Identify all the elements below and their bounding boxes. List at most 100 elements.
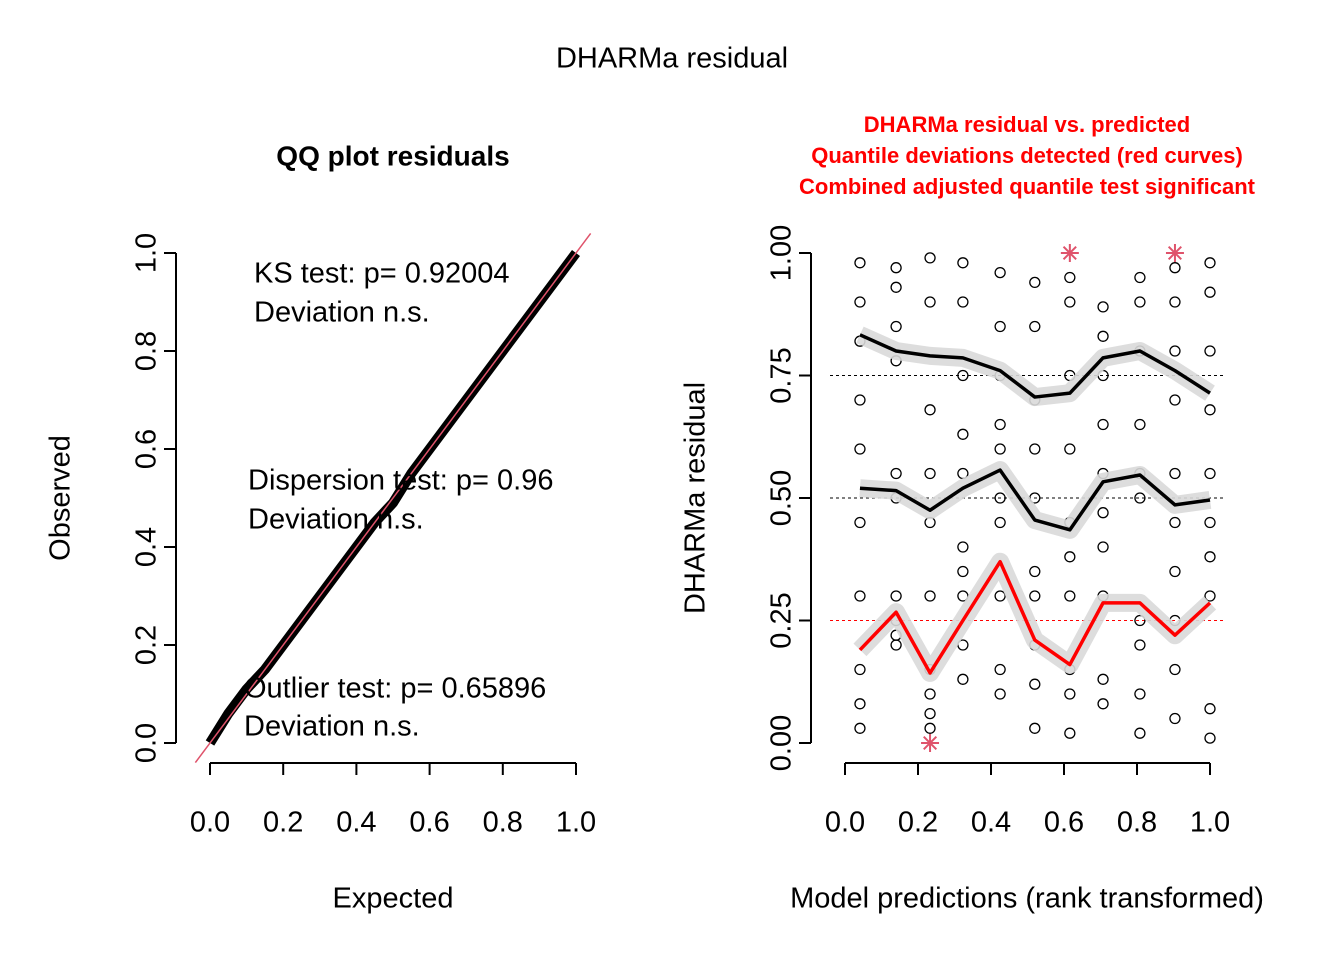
x-tick-label: 0.0 bbox=[825, 807, 865, 839]
residual-point bbox=[1097, 301, 1109, 313]
residual-point bbox=[1097, 507, 1109, 519]
residual-point bbox=[924, 590, 936, 602]
x-tick-label: 1.0 bbox=[556, 807, 596, 839]
residual-point bbox=[994, 443, 1006, 455]
residual-point bbox=[854, 722, 866, 734]
quantile-line bbox=[859, 333, 1211, 399]
y-tick-label: 0.4 bbox=[131, 527, 163, 567]
annotation: Dispersion test: p= 0.96 bbox=[248, 465, 553, 497]
chart-title: Combined adjusted quantile test signific… bbox=[799, 174, 1256, 199]
residual-point bbox=[1134, 688, 1146, 700]
residual-point bbox=[890, 281, 902, 293]
residual-point bbox=[1204, 345, 1216, 357]
residual-point bbox=[924, 252, 936, 264]
residual-point bbox=[994, 266, 1006, 279]
y-tick-label: 1.0 bbox=[131, 233, 163, 273]
residual-point bbox=[1204, 732, 1216, 744]
residual-point bbox=[994, 516, 1006, 529]
residual-point bbox=[1029, 320, 1041, 333]
residual-point bbox=[994, 688, 1006, 700]
residual-point bbox=[854, 394, 866, 406]
residual-point bbox=[1169, 712, 1181, 725]
residual-point bbox=[1169, 516, 1181, 529]
residual-point bbox=[994, 663, 1006, 676]
residual-point bbox=[1169, 663, 1181, 676]
residual-point bbox=[854, 296, 866, 308]
outlier bbox=[1060, 244, 1079, 262]
residual-point bbox=[1169, 565, 1181, 578]
annotation: Deviation n.s. bbox=[254, 297, 430, 329]
x-tick-label: 0.6 bbox=[409, 807, 449, 839]
residual-point bbox=[890, 262, 902, 274]
residual-point bbox=[1134, 271, 1146, 284]
x-axis-label: Expected bbox=[333, 883, 454, 915]
residual-point bbox=[1204, 590, 1216, 602]
residual-point bbox=[924, 296, 936, 308]
residual-point bbox=[1204, 516, 1216, 529]
chart-title: DHARMa residual vs. predicted bbox=[864, 112, 1190, 137]
residual-point bbox=[924, 467, 936, 480]
residual-point bbox=[1169, 296, 1181, 308]
residual-point bbox=[854, 663, 866, 676]
y-tick-label: 0.00 bbox=[766, 715, 798, 771]
chart-title: Quantile deviations detected (red curves… bbox=[811, 143, 1243, 168]
residual-point bbox=[854, 257, 866, 269]
residual-point bbox=[1029, 565, 1041, 578]
residual-point bbox=[1064, 296, 1076, 308]
residual-point bbox=[994, 320, 1006, 333]
residual-point bbox=[1169, 262, 1181, 274]
x-tick-label: 0.2 bbox=[898, 807, 938, 839]
x-tick-label: 0.8 bbox=[483, 807, 523, 839]
y-tick-label: 0.25 bbox=[766, 592, 798, 648]
residual-point bbox=[854, 590, 866, 602]
residual-point bbox=[854, 516, 866, 529]
x-tick-label: 0.0 bbox=[190, 807, 230, 839]
residual-point bbox=[924, 707, 936, 720]
residual-point bbox=[1064, 590, 1076, 602]
residual-point bbox=[957, 565, 969, 578]
chart-title: QQ plot residuals bbox=[276, 140, 509, 171]
residual-point bbox=[1204, 257, 1216, 269]
quantile-line bbox=[859, 468, 1211, 532]
residual-point bbox=[1134, 492, 1146, 504]
reference-line bbox=[194, 232, 592, 764]
residual-point bbox=[1134, 296, 1146, 308]
outlier bbox=[921, 734, 940, 752]
residual-point bbox=[1204, 404, 1216, 416]
residual-point bbox=[854, 698, 866, 710]
annotation: Deviation n.s. bbox=[244, 711, 420, 743]
residual-point bbox=[1029, 590, 1041, 602]
residual-point bbox=[890, 639, 902, 651]
residual-point bbox=[1029, 443, 1041, 455]
y-tick-label: 0.8 bbox=[131, 331, 163, 371]
residual-point bbox=[957, 296, 969, 308]
residual-point bbox=[1064, 688, 1076, 700]
residual-point bbox=[1204, 551, 1216, 563]
residual-point bbox=[957, 369, 969, 382]
residual-point bbox=[1064, 551, 1076, 563]
residual-point bbox=[1169, 467, 1181, 480]
y-tick-label: 0.2 bbox=[131, 625, 163, 665]
y-tick-label: 0.6 bbox=[131, 429, 163, 469]
residual-point bbox=[1029, 276, 1041, 289]
residual-point bbox=[1097, 541, 1109, 553]
residual-point bbox=[1169, 345, 1181, 357]
residual-point bbox=[1204, 467, 1216, 480]
residual-point bbox=[957, 673, 969, 685]
residual-point bbox=[957, 541, 969, 553]
x-tick-label: 0.6 bbox=[1044, 807, 1084, 839]
y-tick-label: 0.75 bbox=[766, 347, 798, 403]
residual-point bbox=[1097, 418, 1109, 431]
x-tick-label: 0.8 bbox=[1117, 807, 1157, 839]
residual-point bbox=[994, 418, 1006, 431]
residual-point bbox=[1134, 418, 1146, 431]
residual-point bbox=[994, 492, 1006, 504]
residual-point bbox=[1029, 678, 1041, 690]
residual-point bbox=[1204, 286, 1216, 298]
residual-point bbox=[1169, 394, 1181, 406]
residual-point bbox=[1064, 727, 1076, 739]
residual-point bbox=[1097, 698, 1109, 710]
y-tick-label: 1.00 bbox=[766, 225, 798, 281]
